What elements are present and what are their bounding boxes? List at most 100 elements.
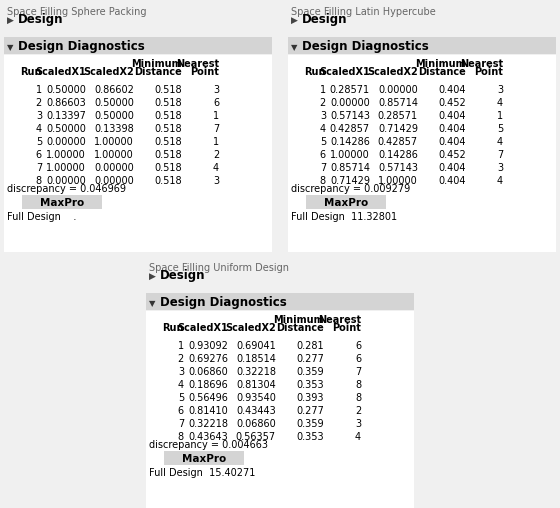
- Text: 0.50000: 0.50000: [46, 124, 86, 134]
- Bar: [4, 55, 272, 252]
- Text: 0.359: 0.359: [296, 419, 324, 429]
- Text: 0.00000: 0.00000: [330, 98, 370, 108]
- Text: 2: 2: [36, 98, 42, 108]
- Text: Design Diagnostics: Design Diagnostics: [302, 40, 429, 53]
- Text: Nearest: Nearest: [176, 59, 219, 69]
- Text: Distance: Distance: [134, 67, 182, 77]
- Text: 5: 5: [320, 137, 326, 147]
- Text: Point: Point: [190, 67, 219, 77]
- Text: 0.56357: 0.56357: [236, 432, 276, 442]
- Text: Point: Point: [332, 323, 361, 333]
- Text: ▶: ▶: [149, 272, 156, 281]
- Bar: [306, 195, 386, 209]
- Text: ScaledX2: ScaledX2: [83, 67, 134, 77]
- Text: Space Filling Sphere Packing: Space Filling Sphere Packing: [7, 7, 147, 17]
- Text: 0.393: 0.393: [296, 393, 324, 403]
- Text: Point: Point: [474, 67, 503, 77]
- Text: 1.00000: 1.00000: [330, 150, 370, 160]
- Text: 0.518: 0.518: [155, 163, 182, 173]
- Text: 0.57143: 0.57143: [330, 111, 370, 121]
- Text: Run: Run: [21, 67, 42, 77]
- Text: 0.404: 0.404: [438, 176, 466, 186]
- Text: 1.00000: 1.00000: [378, 176, 418, 186]
- Text: 4: 4: [320, 124, 326, 134]
- Text: 1: 1: [36, 85, 42, 95]
- Text: 6: 6: [213, 98, 219, 108]
- Text: ▼: ▼: [7, 43, 13, 52]
- Text: 0.14286: 0.14286: [378, 150, 418, 160]
- Text: 0.06860: 0.06860: [188, 367, 228, 377]
- Text: 6: 6: [320, 150, 326, 160]
- Text: 0.00000: 0.00000: [94, 176, 134, 186]
- Text: Distance: Distance: [418, 67, 466, 77]
- Text: 0.404: 0.404: [438, 85, 466, 95]
- Text: 0.518: 0.518: [155, 98, 182, 108]
- Text: Run: Run: [162, 323, 184, 333]
- Text: 1: 1: [213, 111, 219, 121]
- Text: 0.518: 0.518: [155, 137, 182, 147]
- Bar: [288, 37, 556, 54]
- Text: 1.00000: 1.00000: [46, 163, 86, 173]
- Text: MaxPro: MaxPro: [324, 198, 368, 208]
- Text: 0.57143: 0.57143: [378, 163, 418, 173]
- Text: 0.69041: 0.69041: [236, 341, 276, 351]
- Text: 6: 6: [178, 406, 184, 416]
- Text: 0.18514: 0.18514: [236, 354, 276, 364]
- Text: Run: Run: [305, 67, 326, 77]
- Text: 7: 7: [178, 419, 184, 429]
- Text: Full Design  11.32801: Full Design 11.32801: [291, 212, 397, 222]
- Text: Space Filling Latin Hypercube: Space Filling Latin Hypercube: [291, 7, 436, 17]
- Text: 0.93540: 0.93540: [236, 393, 276, 403]
- Text: 0.404: 0.404: [438, 111, 466, 121]
- Text: 6: 6: [36, 150, 42, 160]
- Text: 0.93092: 0.93092: [188, 341, 228, 351]
- Text: 1.00000: 1.00000: [94, 137, 134, 147]
- Text: 7: 7: [497, 150, 503, 160]
- Text: ▼: ▼: [291, 43, 297, 52]
- Text: 0.13397: 0.13397: [46, 111, 86, 121]
- Text: 1: 1: [213, 137, 219, 147]
- Text: 0.50000: 0.50000: [94, 98, 134, 108]
- Bar: [146, 293, 414, 310]
- Text: 7: 7: [213, 124, 219, 134]
- Bar: [146, 311, 414, 508]
- Text: 0.14286: 0.14286: [330, 137, 370, 147]
- Text: ScaledX1: ScaledX1: [319, 67, 370, 77]
- Bar: [288, 55, 556, 252]
- Text: 0.42857: 0.42857: [378, 137, 418, 147]
- Text: 0.56496: 0.56496: [188, 393, 228, 403]
- Text: Full Design  15.40271: Full Design 15.40271: [149, 468, 255, 478]
- Text: 0.518: 0.518: [155, 124, 182, 134]
- Text: Design: Design: [18, 13, 63, 26]
- Text: 0.518: 0.518: [155, 150, 182, 160]
- Text: 0.50000: 0.50000: [46, 85, 86, 95]
- Text: 0.85714: 0.85714: [330, 163, 370, 173]
- Text: MaxPro: MaxPro: [182, 454, 226, 464]
- Text: Full Design    .: Full Design .: [7, 212, 76, 222]
- Text: 0.353: 0.353: [296, 432, 324, 442]
- Bar: [146, 264, 414, 282]
- Text: 0.00000: 0.00000: [46, 137, 86, 147]
- Text: 0.13398: 0.13398: [94, 124, 134, 134]
- Text: 5: 5: [36, 137, 42, 147]
- Text: 4: 4: [213, 163, 219, 173]
- Text: 0.18696: 0.18696: [188, 380, 228, 390]
- Text: Minimum: Minimum: [273, 315, 324, 325]
- Text: discrepancy = 0.004663: discrepancy = 0.004663: [149, 440, 268, 450]
- Text: 0.404: 0.404: [438, 137, 466, 147]
- Text: 3: 3: [320, 111, 326, 121]
- Text: discrepancy = 0.046969: discrepancy = 0.046969: [7, 184, 126, 194]
- Text: 8: 8: [178, 432, 184, 442]
- Text: 0.85714: 0.85714: [378, 98, 418, 108]
- Text: Design Diagnostics: Design Diagnostics: [18, 40, 144, 53]
- Text: 2: 2: [178, 354, 184, 364]
- Text: ▶: ▶: [291, 16, 298, 25]
- Bar: [288, 8, 556, 26]
- Text: 8: 8: [355, 380, 361, 390]
- Text: 1: 1: [497, 111, 503, 121]
- Text: 4: 4: [178, 380, 184, 390]
- Text: 0.00000: 0.00000: [378, 85, 418, 95]
- Text: 0.452: 0.452: [438, 150, 466, 160]
- Text: 1: 1: [320, 85, 326, 95]
- Text: 7: 7: [320, 163, 326, 173]
